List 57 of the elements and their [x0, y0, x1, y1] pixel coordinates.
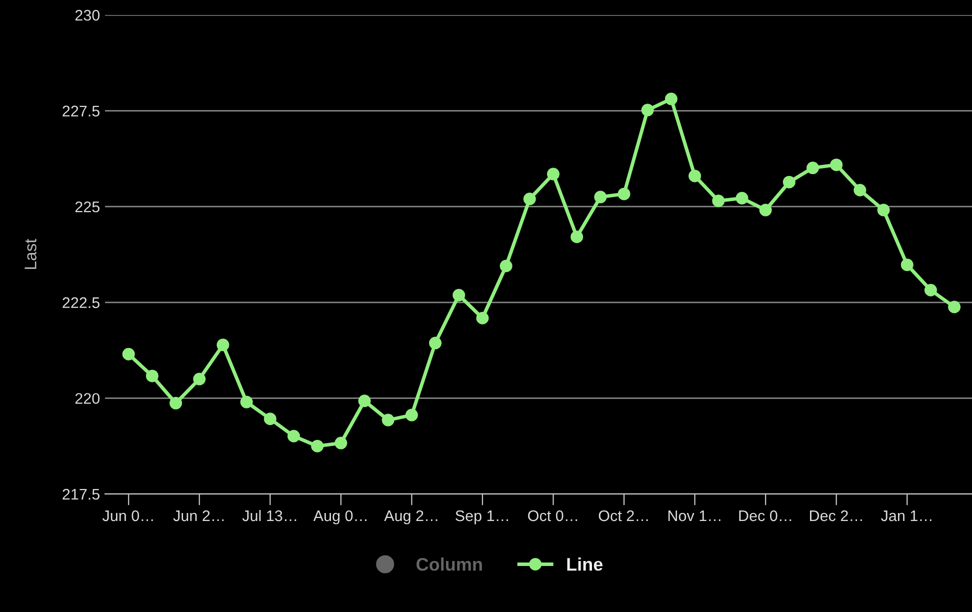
point [688, 170, 702, 182]
point [712, 194, 725, 208]
x-tick-label: Dec 0… [739, 510, 792, 522]
point [429, 336, 442, 350]
point [476, 312, 489, 324]
point [570, 230, 584, 244]
x-tick-label: Nov 1… [668, 510, 720, 522]
x-tick-label: Oct 2… [598, 510, 648, 522]
point [240, 396, 253, 408]
x-tick-label: Jun 0… [102, 510, 153, 522]
point [594, 190, 607, 204]
point [924, 284, 937, 296]
point [405, 408, 418, 422]
point [170, 396, 182, 410]
point [500, 260, 512, 272]
x-tick-label: Jul 13… [242, 510, 296, 522]
y-tick-label: 225 [75, 201, 100, 212]
point [546, 168, 560, 180]
x-tick-label: Aug 0… [313, 510, 366, 524]
x-tick-label: Dec 2… [810, 510, 862, 522]
point [900, 258, 914, 272]
y-axis-title: Last [24, 238, 36, 269]
point [641, 104, 654, 116]
x-tick-label: Oct 0… [528, 510, 578, 522]
x-tick-label: Jun 2… [173, 510, 224, 522]
point [264, 412, 276, 426]
point [736, 192, 748, 204]
legend-label: Line [567, 558, 603, 571]
point [146, 370, 158, 382]
point [759, 204, 772, 216]
point [334, 436, 348, 450]
y-tick-label: 222.5 [62, 297, 100, 308]
point [311, 440, 324, 452]
point [782, 176, 796, 188]
point [523, 192, 536, 206]
x-tick-label: Sep 1… [456, 510, 508, 524]
point [452, 288, 466, 302]
point [830, 158, 843, 172]
y-tick-label: 230 [75, 10, 100, 21]
point [664, 92, 678, 106]
point [948, 300, 961, 314]
y-tick-label: 220 [75, 393, 100, 404]
point [854, 184, 866, 196]
point [618, 188, 630, 200]
y-tick-label: 217.5 [62, 488, 100, 500]
point [877, 204, 890, 216]
point [216, 338, 230, 352]
point [382, 414, 394, 426]
point [122, 348, 135, 360]
point [806, 162, 820, 174]
x-tick-label: Aug 2… [384, 510, 438, 524]
y-tick-label: 227.5 [62, 106, 100, 116]
x-tick-label: Jan 1… [881, 510, 932, 522]
point [193, 372, 206, 386]
point [287, 430, 300, 442]
legend-label: Column [416, 558, 482, 571]
point [358, 394, 371, 408]
